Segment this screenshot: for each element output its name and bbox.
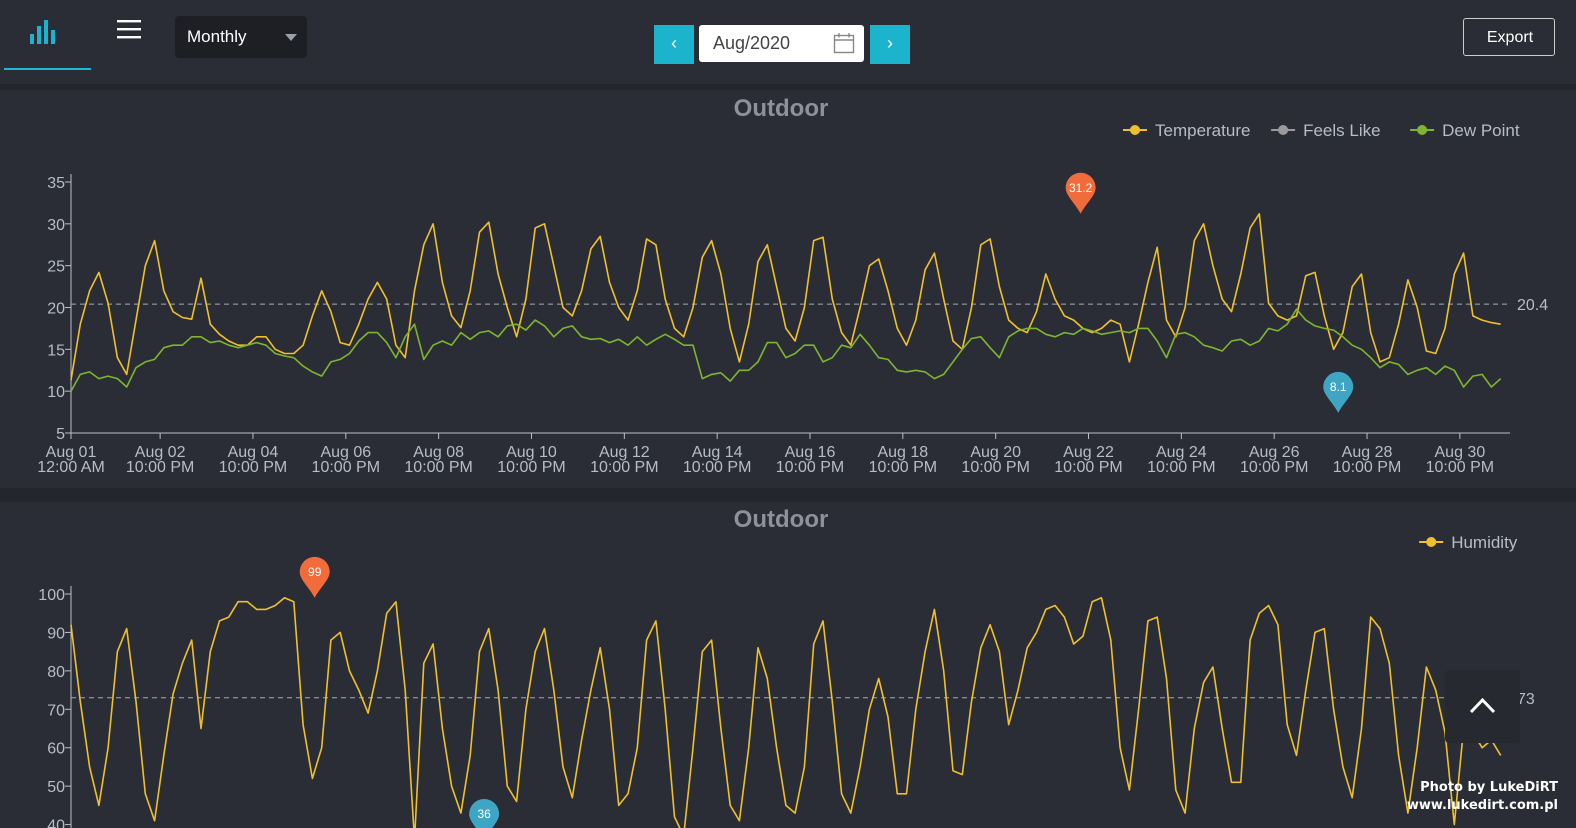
legend-marker <box>1417 125 1428 135</box>
x-tick-label: 10:00 PM <box>590 459 658 476</box>
max-value-marker-label: 99 <box>308 565 322 579</box>
legend-marker <box>1130 125 1140 135</box>
average-label: 20.4 <box>1517 297 1548 314</box>
date-picker-input[interactable]: Aug/2020 <box>699 25 864 62</box>
x-tick-label: 10:00 PM <box>1333 459 1401 476</box>
x-tick-label: Aug 20 <box>970 444 1021 461</box>
chevron-up-icon <box>1469 697 1496 714</box>
legend-label: Feels Like <box>1303 121 1380 140</box>
next-month-button[interactable]: › <box>870 25 910 64</box>
x-tick-label: Aug 22 <box>1063 444 1114 461</box>
min-value-marker: 8.1 <box>1323 371 1354 413</box>
x-tick-label: Aug 01 <box>46 444 97 461</box>
menu-icon[interactable] <box>116 18 142 40</box>
legend-marker <box>1426 537 1437 547</box>
x-tick-label: 10:00 PM <box>219 459 287 476</box>
max-value-marker: 31.2 <box>1065 172 1096 214</box>
humidity-chart: Outdoor Humidity 40 50 60 70 80 90 100 73 99 36 <box>38 506 1535 828</box>
x-tick-label: Aug 12 <box>599 444 650 461</box>
y-tick-label: 80 <box>47 664 65 681</box>
min-value-marker: 36 <box>469 799 500 828</box>
x-tick-label: Aug 30 <box>1435 444 1486 461</box>
series-line-humidity <box>70 597 1502 828</box>
scroll-to-top-button[interactable] <box>1445 670 1520 743</box>
x-tick-label: 12:00 AM <box>37 459 105 476</box>
y-tick-label: 30 <box>47 217 65 234</box>
x-tick-label: 10:00 PM <box>1054 459 1122 476</box>
y-tick-label: 90 <box>47 625 65 642</box>
x-tick-label: 10:00 PM <box>683 459 751 476</box>
x-tick-label: 10:00 PM <box>1147 459 1215 476</box>
series-line-temperature <box>70 213 1501 381</box>
panel-divider <box>0 488 1576 502</box>
calendar-icon[interactable] <box>833 32 855 54</box>
x-tick-label: Aug 02 <box>135 444 186 461</box>
y-tick-label: 20 <box>47 301 65 318</box>
period-select[interactable]: Monthly <box>175 16 307 58</box>
x-tick-label: 10:00 PM <box>1240 459 1308 476</box>
max-value-marker-label: 31.2 <box>1069 181 1093 195</box>
y-tick-label: 100 <box>38 587 65 604</box>
x-tick-label: 10:00 PM <box>312 459 380 476</box>
x-tick-label: 10:00 PM <box>126 459 194 476</box>
y-tick-label: 10 <box>47 384 65 401</box>
toolbar-divider <box>0 84 1576 90</box>
chevron-right-icon: › <box>887 33 893 53</box>
y-tick-label: 15 <box>47 342 65 359</box>
x-tick-label: 10:00 PM <box>961 459 1029 476</box>
x-tick-label: Aug 16 <box>785 444 836 461</box>
x-tick-label: 10:00 PM <box>1426 459 1494 476</box>
average-label: 73 <box>1517 691 1535 708</box>
period-select-value: Monthly <box>187 27 247 46</box>
chevron-left-icon: ‹ <box>671 33 677 53</box>
max-value-marker: 99 <box>299 556 330 598</box>
y-tick-label: 5 <box>56 426 65 443</box>
photo-credit-url: www.lukedirt.com.pl <box>1406 798 1558 813</box>
max-value-marker-pin <box>299 556 330 598</box>
x-tick-label: Aug 08 <box>413 444 464 461</box>
x-tick-label: Aug 14 <box>692 444 743 461</box>
x-tick-label: Aug 06 <box>320 444 371 461</box>
min-value-marker-pin <box>469 799 500 828</box>
x-tick-label: 10:00 PM <box>497 459 565 476</box>
chart-title: Outdoor <box>734 95 829 122</box>
y-tick-label: 25 <box>47 259 65 276</box>
photo-credit: Photo by LukeDiRT <box>1420 780 1558 795</box>
legend-label: Dew Point <box>1442 121 1520 140</box>
y-tick-label: 35 <box>47 175 65 192</box>
export-button[interactable]: Export <box>1463 18 1555 56</box>
x-tick-label: 10:00 PM <box>869 459 937 476</box>
temperature-chart: Outdoor Dew Point Feels Like Temperature 5 10… <box>37 95 1548 476</box>
y-tick-label: 50 <box>47 779 65 796</box>
active-tab-indicator <box>4 68 91 70</box>
min-value-marker-pin <box>1323 371 1354 413</box>
toolbar: Monthly ‹ Aug/2020 › Export <box>0 0 1576 84</box>
legend-marker <box>1278 125 1289 135</box>
chart-title: Outdoor <box>734 506 829 533</box>
date-picker-value: Aug/2020 <box>713 33 791 53</box>
max-value-marker-pin <box>1065 172 1096 214</box>
y-tick-label: 40 <box>47 818 65 828</box>
export-button-label: Export <box>1486 29 1534 46</box>
min-value-marker-label: 8.1 <box>1330 380 1347 394</box>
x-tick-label: Aug 10 <box>506 444 557 461</box>
chevron-down-icon <box>285 34 297 41</box>
series-line-dew-point <box>70 308 1502 392</box>
x-tick-label: 10:00 PM <box>776 459 844 476</box>
y-tick-label: 60 <box>47 741 65 758</box>
x-tick-label: Aug 24 <box>1156 444 1207 461</box>
bar-chart-icon[interactable] <box>26 14 60 48</box>
x-tick-label: Aug 28 <box>1342 444 1393 461</box>
y-tick-label: 70 <box>47 702 65 719</box>
min-value-marker-label: 36 <box>477 807 491 821</box>
legend-label: Humidity <box>1451 533 1518 552</box>
x-tick-label: Aug 26 <box>1249 444 1300 461</box>
x-tick-label: Aug 18 <box>877 444 928 461</box>
prev-month-button[interactable]: ‹ <box>654 25 694 64</box>
x-tick-label: 10:00 PM <box>404 459 472 476</box>
legend-label: Temperature <box>1155 121 1250 140</box>
x-tick-label: Aug 04 <box>228 444 279 461</box>
